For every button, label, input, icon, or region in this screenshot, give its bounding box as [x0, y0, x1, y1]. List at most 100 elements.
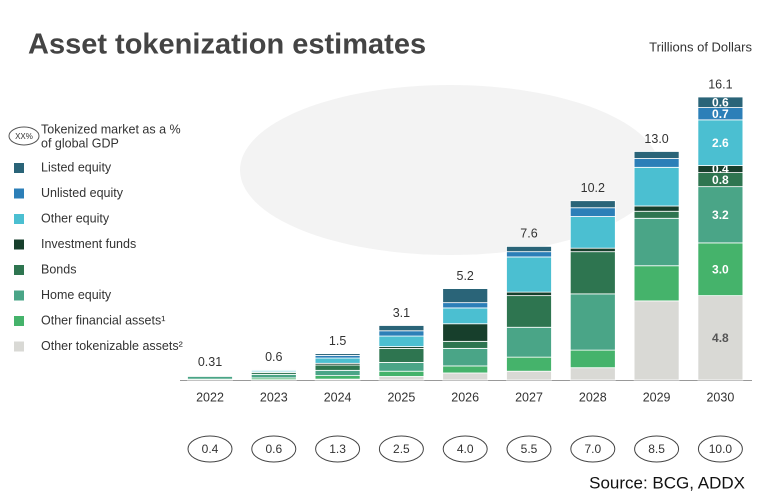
x-tick-label: 2027	[515, 390, 543, 404]
value-label: 2.6	[712, 136, 729, 150]
value-label: 0.6	[712, 95, 729, 109]
bar-segment	[442, 347, 489, 367]
gdp-oval	[506, 435, 552, 463]
gdp-oval	[570, 435, 616, 463]
bar-segment	[633, 265, 680, 302]
legend-swatch	[14, 290, 24, 301]
legend-label: Other equity	[41, 211, 110, 225]
bar-segment	[633, 205, 680, 212]
chart-title: Asset tokenization estimates	[28, 29, 426, 61]
bar-segment	[378, 347, 425, 363]
value-label: 0.8	[712, 173, 729, 187]
value-label: 0.7	[712, 107, 729, 121]
legend-swatch	[14, 163, 24, 173]
gdp-legend-text: Tokenized market as a %	[41, 122, 181, 136]
bar-segment	[569, 216, 616, 249]
bar-segment	[506, 246, 552, 253]
legend-swatch	[14, 214, 24, 224]
x-tick-label: 2023	[260, 390, 288, 404]
gdp-pct-label: 10.0	[709, 442, 733, 456]
world-map-backdrop	[240, 85, 660, 255]
bar-segment	[633, 300, 680, 381]
x-tick-label: 2028	[579, 390, 607, 404]
gdp-pct-label: 1.3	[329, 442, 346, 456]
x-tick-label: 2026	[451, 390, 479, 404]
legend-label: Other tokenizable assets²	[41, 339, 183, 353]
bar-segment	[314, 375, 361, 380]
bar-segment	[506, 295, 552, 328]
gdp-pct-label: 4.0	[457, 442, 474, 456]
x-tick-label: 2025	[387, 390, 415, 404]
legend-label: Investment funds	[41, 237, 136, 251]
gdp-pct-label: 0.4	[202, 442, 219, 456]
x-tick-label: 2024	[324, 390, 352, 404]
total-label: 1.5	[329, 334, 346, 348]
bar-segment	[569, 349, 616, 369]
bar-segment	[378, 362, 425, 372]
legend-label: Unlisted equity	[41, 186, 124, 200]
bar-segment	[378, 325, 425, 332]
bar-segment	[569, 251, 616, 295]
gdp-pct-label: 8.5	[648, 442, 665, 456]
gdp-oval	[315, 435, 361, 463]
bar-segment	[378, 376, 425, 381]
bar-segment	[442, 372, 489, 381]
bar-segment	[697, 119, 744, 166]
bar-segment	[697, 242, 744, 297]
bar-segment	[442, 288, 489, 304]
bar-segment	[378, 335, 425, 348]
x-tick-label: 2022	[196, 390, 224, 404]
bar-segment	[378, 330, 425, 337]
gdp-oval	[187, 435, 233, 463]
legend-label: Listed equity	[41, 160, 112, 174]
bar-segment	[378, 370, 425, 377]
bar-segment	[633, 158, 680, 168]
source: Source: BCG, ADDX	[589, 473, 745, 492]
legend-swatch	[14, 341, 24, 352]
value-label: 4.8	[712, 331, 729, 345]
legend-swatch	[14, 265, 24, 275]
legend-swatch	[14, 239, 24, 250]
bar-segment	[697, 295, 744, 381]
legend-swatch	[14, 188, 24, 199]
total-label: 7.6	[520, 227, 537, 241]
total-label: 0.31	[198, 355, 222, 369]
bar-segment	[697, 96, 744, 108]
total-label: 5.2	[457, 269, 474, 283]
bar-segment	[506, 370, 552, 381]
bar-segment	[569, 367, 616, 381]
total-label: 10.2	[581, 181, 605, 195]
bar-segment	[569, 293, 616, 351]
value-label: 3.0	[712, 262, 729, 276]
gdp-oval	[697, 435, 743, 463]
bar-segment	[442, 323, 489, 342]
bar-segment	[442, 307, 489, 325]
bar-segment	[314, 353, 361, 356]
bar-segment	[633, 166, 680, 207]
gdp-pct-label: 2.5	[393, 442, 410, 456]
gdp-pct-label: 5.5	[521, 442, 538, 456]
bar-segment	[314, 369, 361, 377]
bar-segment	[506, 356, 552, 372]
bar-segment	[633, 151, 680, 159]
gdp-legend-oval	[8, 126, 40, 146]
bar-segment	[569, 247, 616, 253]
total-label: 13.0	[644, 132, 668, 146]
unit-label: Trillions of Dollars	[649, 39, 752, 54]
gdp-oval	[442, 435, 488, 463]
x-tick-label: 2030	[706, 390, 734, 404]
bar-segment	[506, 291, 552, 297]
bar-segment	[569, 200, 616, 209]
bar-segment	[250, 373, 297, 379]
bar-segment	[314, 364, 361, 371]
gdp-legend-text: of global GDP	[41, 136, 119, 150]
total-label: 16.1	[708, 77, 732, 91]
bar-segment	[442, 302, 489, 309]
legend-label: Other financial assets¹	[41, 313, 165, 327]
gdp-legend-symbol: XX%	[15, 132, 33, 141]
bar-segment	[633, 210, 680, 219]
bar-segment	[697, 186, 744, 244]
total-label: 0.6	[265, 350, 282, 364]
bar-segment	[442, 365, 489, 374]
